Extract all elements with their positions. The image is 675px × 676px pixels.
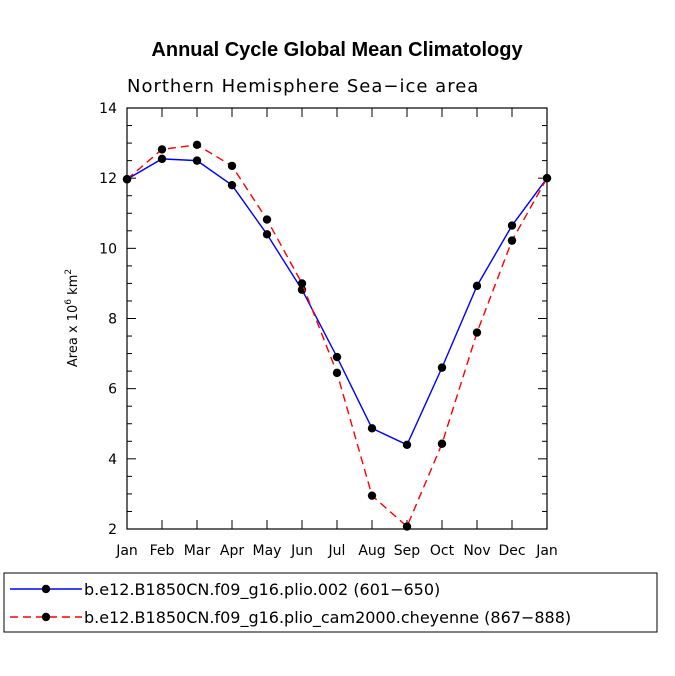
y-tick-label: 6 (108, 382, 117, 398)
series-1-point (157, 154, 167, 164)
series-2-point (507, 236, 517, 245)
legend-label-1: b.e12.B1850CN.f09_g16.plio.002 (601−650) (84, 580, 440, 600)
series-1-point (192, 156, 202, 165)
series-2-point (332, 368, 342, 378)
series-1-point (227, 180, 237, 190)
series-2-point (297, 279, 307, 288)
legend-marker-1 (41, 584, 51, 594)
series-line-2 (126, 144, 548, 528)
x-ticks: Jan Feb Mar Apr May Jun Jul Aug Sep Oct Nov Dec Jan (115, 108, 558, 559)
y-tick-label: 12 (99, 171, 117, 187)
x-tick-label: Dec (498, 543, 525, 559)
x-tick-label: Mar (184, 543, 211, 559)
series-2-point (262, 215, 272, 224)
series-2-point (542, 173, 552, 183)
plot-frame (126, 107, 548, 530)
series-1-point (472, 281, 482, 291)
x-tick-label: Jan (535, 543, 558, 559)
x-tick-label: Oct (430, 543, 455, 559)
series-2-point (437, 439, 447, 448)
series-1-point (437, 363, 447, 372)
y-tick-label: 4 (108, 452, 117, 468)
series-layer (122, 140, 552, 531)
series-2-point (192, 140, 202, 150)
y-tick-label: 14 (99, 101, 117, 117)
x-tick-label: Feb (150, 543, 175, 559)
series-line-1 (126, 158, 548, 446)
x-tick-label: Aug (358, 543, 385, 559)
chart-title: Annual Cycle Global Mean Climatology (151, 39, 523, 61)
y-ticks: 2 4 6 8 10 12 14 (99, 101, 547, 538)
series-2-point (157, 145, 167, 154)
series-1-point (402, 440, 412, 449)
chart-subtitle: Northern Hemisphere Sea−ice area (127, 76, 479, 97)
legend-marker-2 (41, 612, 51, 622)
x-tick-label: May (253, 543, 282, 559)
y-tick-label: 2 (108, 522, 117, 538)
x-tick-label: Nov (463, 543, 490, 559)
series-2-point (472, 328, 482, 337)
x-tick-label: Apr (220, 543, 244, 559)
series-2-point (122, 175, 132, 184)
y-tick-label: 10 (99, 241, 117, 257)
series-1-point (332, 352, 342, 362)
x-tick-label: Jun (290, 543, 313, 559)
x-tick-label: Sep (394, 543, 421, 559)
y-axis-label: Area x 106 km2 (64, 269, 81, 367)
x-tick-label: Jul (328, 543, 346, 559)
series-2-point (367, 491, 377, 500)
y-tick-label: 8 (108, 312, 117, 328)
series-2-point (227, 161, 237, 171)
legend-box (3, 572, 658, 633)
legend: b.e12.B1850CN.f09_g16.plio.002 (601−650)… (10, 580, 571, 628)
legend-label-2: b.e12.B1850CN.f09_g16.plio_cam2000.cheye… (84, 608, 571, 628)
series-1-point (262, 230, 272, 239)
x-tick-label: Jan (115, 543, 138, 559)
series-1-point (507, 221, 517, 230)
series-2-point (402, 522, 412, 531)
series-1-point (367, 424, 377, 433)
